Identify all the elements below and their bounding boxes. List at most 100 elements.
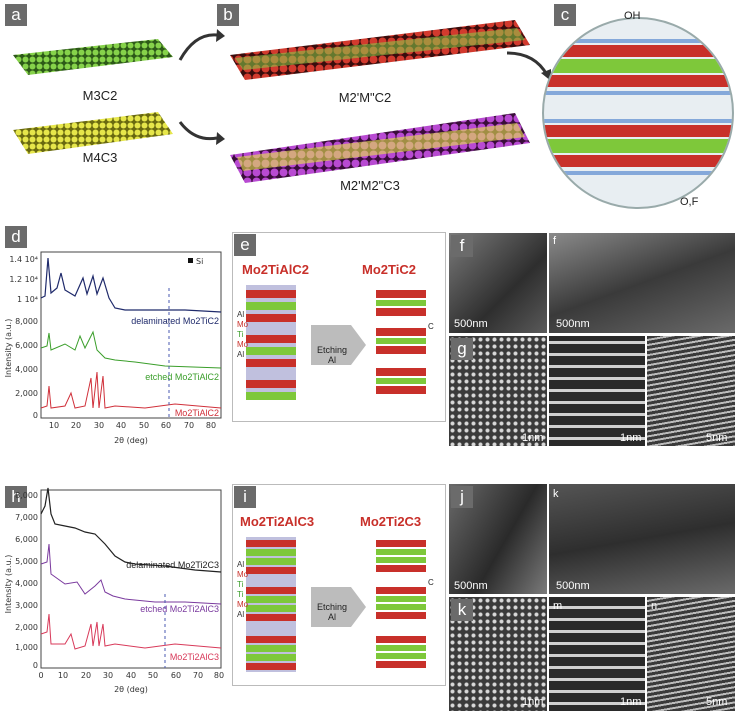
panel-label-f: f bbox=[451, 235, 473, 257]
xrd-d-xtick: 40 bbox=[116, 421, 126, 430]
xrd-d-xtick: 30 bbox=[94, 421, 104, 430]
panel-label-a: a bbox=[5, 4, 27, 26]
xrd-h-ytick: 2,000 bbox=[15, 623, 38, 632]
m2mc2-structure bbox=[230, 20, 530, 80]
xrd-h-xtick: 0 bbox=[38, 671, 43, 680]
panel-e-atom-mo: Mo bbox=[237, 320, 249, 329]
scalebar-f2: 500nm bbox=[556, 318, 590, 330]
m2mc2-label: M2'M"C2 bbox=[338, 90, 392, 105]
panel-label-h: h bbox=[5, 486, 27, 508]
oh-label: OH bbox=[624, 10, 641, 22]
panel-label-f2: f bbox=[553, 235, 557, 247]
xrd-h-delaminated-curve bbox=[40, 487, 222, 573]
panel-label-j: j bbox=[451, 486, 473, 508]
m2m2c3-structure bbox=[230, 113, 530, 183]
xrd-d-ytick: 6,000 bbox=[15, 341, 38, 350]
panel-label-i: i bbox=[234, 486, 256, 508]
xrd-h-ylabel: Intensity (a.u.) bbox=[5, 555, 13, 614]
xrd-d-ytick: 1.2 10⁴ bbox=[9, 275, 38, 284]
panel-i-atom: Mo bbox=[237, 600, 249, 609]
panel-e-atom-ti: Ti bbox=[237, 330, 244, 339]
m2m2c3-label: M2'M2"C3 bbox=[340, 178, 400, 193]
xrd-h-xtick: 40 bbox=[126, 671, 136, 680]
panel-i-box bbox=[232, 484, 446, 686]
panel-e-atom-mo2: Mo bbox=[237, 340, 249, 349]
xrd-h-ytick: 6,000 bbox=[15, 535, 38, 544]
xrd-d-ylabel: Intensity (a.u.) bbox=[5, 319, 13, 378]
xrd-d-xtick: 70 bbox=[184, 421, 194, 430]
arrow-a-to-b-top bbox=[178, 29, 225, 61]
panel-i-c-label: C bbox=[428, 578, 434, 587]
xrd-plot-h: 8,000 7,000 6,000 5,000 4,000 3,000 2,00… bbox=[5, 487, 224, 694]
arrow-b-to-c bbox=[506, 51, 551, 81]
xrd-h-curve-label: delaminated Mo2Ti2C3 bbox=[126, 560, 219, 570]
panel-label-n: n bbox=[651, 600, 658, 612]
xrd-h-ytick: 1,000 bbox=[15, 643, 38, 652]
xrd-h-etched-curve bbox=[40, 543, 222, 605]
xrd-h-xtick: 70 bbox=[193, 671, 203, 680]
xrd-d-ytick: 8,000 bbox=[15, 317, 38, 326]
xrd-d-legend-si: Si bbox=[196, 257, 203, 266]
panel-e-arrow-text: Etching Al bbox=[316, 345, 348, 365]
xrd-d-ytick: 1 10⁴ bbox=[17, 295, 38, 304]
xrd-d-ytick: 0 bbox=[33, 411, 38, 420]
panel-e-left-formula: Mo2TiAlC2 bbox=[242, 262, 309, 277]
sem-image-k bbox=[549, 484, 735, 594]
xrd-plot-d: Si 1.4 10⁴ 1.2 10⁴ 1 10⁴ 8,000 6,000 4,0… bbox=[5, 251, 222, 445]
xrd-d-ytick: 1.4 10⁴ bbox=[9, 255, 38, 264]
panel-label-k: k bbox=[553, 488, 559, 500]
m3c2-label: M3C2 bbox=[82, 88, 118, 103]
scalebar-k2: 1nm bbox=[522, 696, 544, 708]
panel-e-structures bbox=[246, 285, 426, 400]
panel-i-structures bbox=[246, 537, 426, 672]
panel-e-atom-al: Al bbox=[237, 310, 245, 319]
panel-i-atom: Mo bbox=[237, 570, 249, 579]
sem-image-f2 bbox=[549, 233, 735, 333]
m4c3-structure bbox=[13, 112, 173, 154]
xrd-h-xtick: 20 bbox=[81, 671, 91, 680]
panel-i-atom: Al bbox=[237, 610, 245, 619]
scalebar-f: 500nm bbox=[454, 318, 488, 330]
surface-terminated-sphere bbox=[542, 17, 734, 209]
scalebar-m: 1nm bbox=[620, 696, 642, 708]
panel-label-c: c bbox=[554, 4, 576, 26]
xrd-h-ytick: 5,000 bbox=[15, 557, 38, 566]
arrow-a-to-b-bottom bbox=[178, 121, 225, 145]
panel-label-d: d bbox=[5, 226, 27, 248]
xrd-d-curve-label: etched Mo2TiAlC2 bbox=[145, 372, 219, 382]
xrd-d-ytick: 4,000 bbox=[15, 365, 38, 374]
xrd-d-delaminated-curve bbox=[40, 257, 222, 313]
xrd-h-ytick: 7,000 bbox=[15, 513, 38, 522]
panel-i-left-formula: Mo2Ti2AlC3 bbox=[240, 514, 315, 529]
stem-image-m bbox=[549, 597, 645, 711]
panel-label-e: e bbox=[234, 234, 256, 256]
xrd-d-etched-curve bbox=[40, 330, 222, 369]
scalebar-n: 5nm bbox=[706, 696, 728, 708]
scalebar-g3: 5nm bbox=[706, 432, 728, 444]
xrd-h-ytick: 0 bbox=[33, 661, 38, 670]
xrd-h-ytick: 8,000 bbox=[15, 491, 38, 500]
scalebar-k: 500nm bbox=[556, 580, 590, 592]
xrd-h-xtick: 30 bbox=[103, 671, 113, 680]
m4c3-label: M4C3 bbox=[82, 150, 118, 165]
xrd-h-xtick: 10 bbox=[58, 671, 68, 680]
xrd-h-parent-curve bbox=[40, 613, 222, 650]
xrd-h-curve-label: etched Mo2Ti2AlC3 bbox=[140, 604, 219, 614]
panel-label-b: b bbox=[217, 4, 239, 26]
xrd-d-parent-curve bbox=[40, 371, 222, 409]
scalebar-g: 1nm bbox=[522, 432, 544, 444]
panel-i-atom: Al bbox=[237, 560, 245, 569]
panel-label-m: m bbox=[553, 600, 563, 612]
xrd-d-xlabel: 2θ (deg) bbox=[114, 436, 148, 445]
panel-i-right-formula: Mo2Ti2C3 bbox=[360, 514, 422, 529]
panel-e-c-label: C bbox=[428, 322, 434, 331]
xrd-d-xtick: 60 bbox=[161, 421, 171, 430]
xrd-d-xtick: 50 bbox=[139, 421, 149, 430]
panel-label-g: g bbox=[451, 338, 473, 360]
panel-label-k2: k bbox=[451, 599, 473, 621]
xrd-d-xtick: 80 bbox=[206, 421, 216, 430]
xrd-d-xtick: 10 bbox=[49, 421, 59, 430]
xrd-d-ytick: 2,000 bbox=[15, 389, 38, 398]
panel-e-atom-al2: Al bbox=[237, 350, 245, 359]
xrd-h-xtick: 80 bbox=[214, 671, 224, 680]
